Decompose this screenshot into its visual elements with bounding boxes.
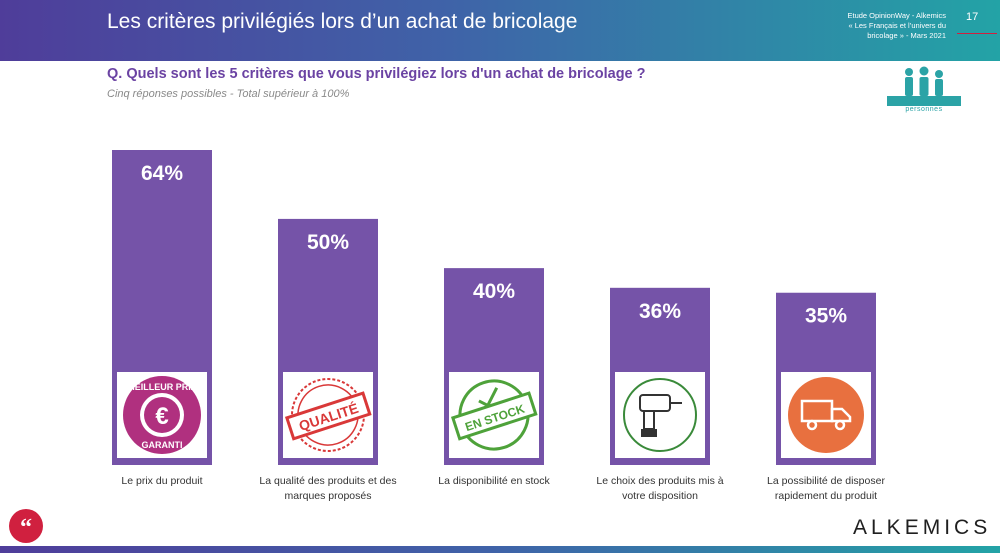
- category-label-2: La qualité des produits et des marques pr…: [243, 474, 413, 504]
- category-label-line: La qualité des produits et des: [259, 475, 397, 487]
- delivery-truck-icon: [781, 372, 871, 458]
- category-label-line: marques proposés: [284, 490, 372, 502]
- bar-value-label-1: 64%: [141, 162, 183, 185]
- icon-text-top: MEILLEUR PRIX: [127, 382, 197, 392]
- svg-text:“: “: [20, 515, 32, 541]
- category-label-line: Le prix du produit: [121, 475, 203, 487]
- question-subtitle: Cinq réponses possibles - Total supérieu…: [107, 88, 350, 100]
- icon-text-bottom: GARANTI: [142, 440, 183, 450]
- study-info: Etude OpinionWay - Alkemics « Les França…: [776, 11, 946, 41]
- bar-value-label-3: 40%: [473, 280, 515, 303]
- category-label-5: La possibilité de disposer rapidement du …: [741, 474, 911, 504]
- page-title: Les critères privilégiés lors d’un achat…: [107, 10, 578, 33]
- bar-value-label-5: 35%: [805, 305, 847, 328]
- header-rule: [957, 33, 997, 34]
- study-line-3: bricolage » - Mars 2021: [867, 31, 946, 40]
- study-line-2: « Les Français et l’univers du: [848, 21, 946, 30]
- category-label-line: rapidement du produit: [774, 490, 878, 502]
- en-stock-stamp-icon: EN STOCK: [449, 372, 539, 458]
- qualite-stamp-icon: QUALITÉ: [283, 372, 373, 458]
- page-number: 17: [966, 11, 979, 23]
- category-label-line: votre disposition: [622, 490, 698, 502]
- category-label-line: La possibilité de disposer: [767, 475, 885, 487]
- category-label-1: Le prix du produit: [77, 474, 247, 489]
- quote-icon: “: [8, 508, 44, 544]
- drill-icon: [615, 372, 705, 458]
- people-label: personnes: [905, 106, 943, 113]
- study-line-1: Etude OpinionWay - Alkemics: [847, 11, 946, 20]
- euro-symbol: €: [155, 403, 168, 430]
- question-text: Q. Quels sont les 5 critères que vous pr…: [107, 66, 646, 82]
- people-group-icon: personnes: [887, 66, 961, 118]
- meilleur-prix-garanti-icon: € MEILLEUR PRIX GARANTI: [117, 372, 207, 458]
- brand-logo: ALKEMICS: [853, 516, 992, 539]
- category-label-line: La disponibilité en stock: [438, 475, 550, 487]
- footer-rule: [0, 546, 1000, 553]
- category-label-line: Le choix des produits mis à: [596, 475, 724, 487]
- category-label-3: La disponibilité en stock: [409, 474, 579, 489]
- bar-value-label-4: 36%: [639, 300, 681, 323]
- header-bar: Les critères privilégiés lors d’un achat…: [0, 0, 1000, 61]
- category-label-4: Le choix des produits mis à votre disposi…: [575, 474, 745, 504]
- bar-value-label-2: 50%: [307, 231, 349, 254]
